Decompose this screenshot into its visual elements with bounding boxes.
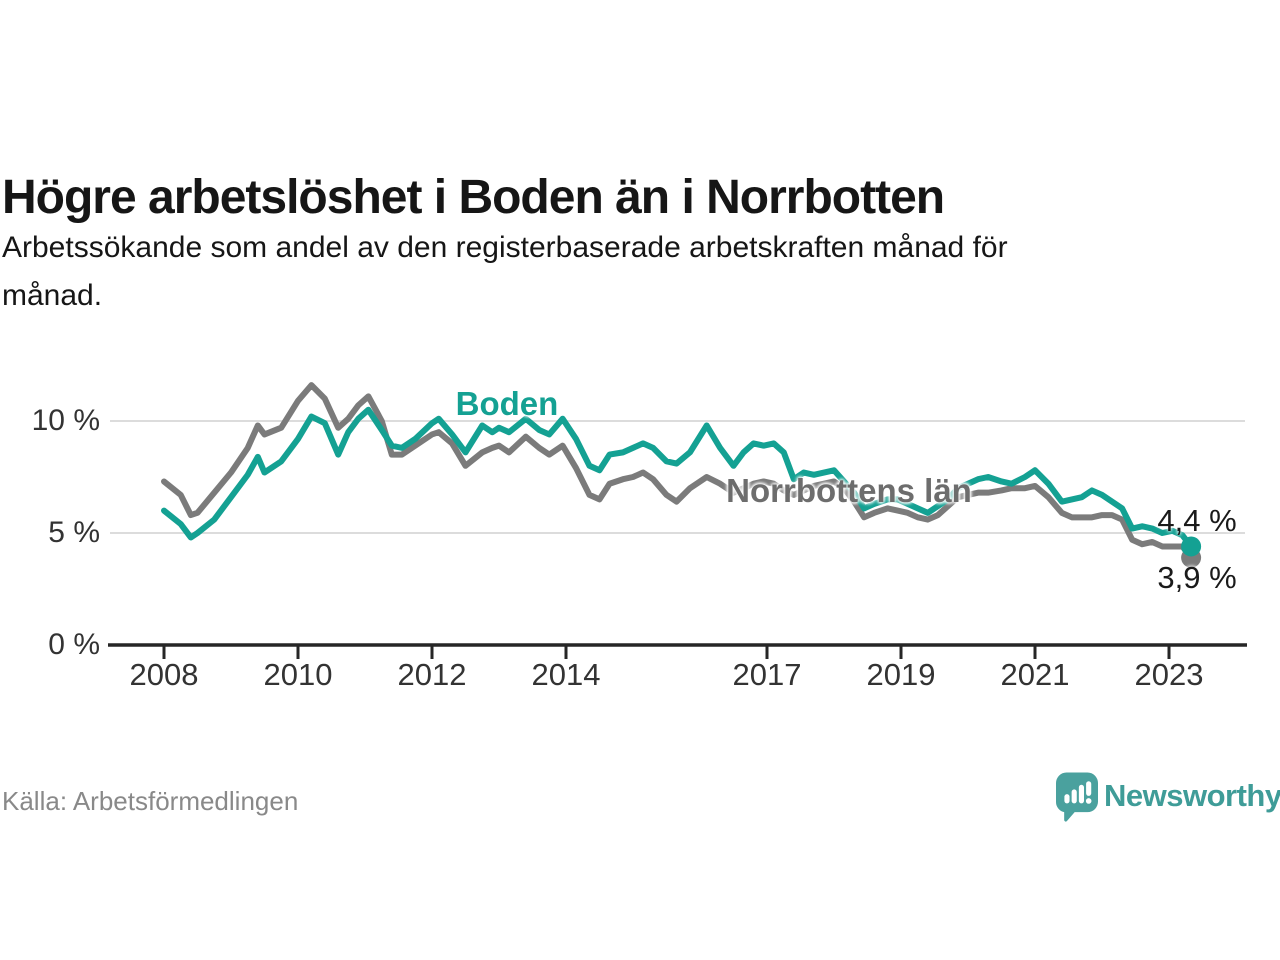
newsworthy-brand: Newsworthy (1050, 770, 1280, 830)
x-tick-label-2021: 2021 (1000, 657, 1070, 692)
series-line-norrbottens-l-n (161, 382, 1195, 561)
source-note: Källa: Arbetsförmedlingen (2, 786, 299, 816)
page-title: Högre arbetslöshet i Boden än i Norrbott… (2, 171, 945, 225)
y-tick-label-5: 5 % (48, 516, 100, 549)
y-tick-label-10: 10 % (31, 404, 100, 437)
subtitle-line-1: Arbetssökande som andel av den registerb… (2, 231, 1008, 264)
newsworthy-wordmark: Newsworthy (1104, 778, 1280, 813)
end-value-label-boden: 4,4 % (1157, 503, 1237, 538)
y-tick-label-0: 0 % (48, 628, 100, 661)
x-tick-label-2014: 2014 (531, 657, 601, 692)
series-label-norrbotten: Norrbottens län (726, 472, 972, 509)
x-tick-label-2019: 2019 (866, 657, 936, 692)
newsworthy-logo-icon (1056, 772, 1098, 822)
chart-subtitle: Arbetssökande som andel av den registerb… (2, 224, 1222, 320)
end-dot-boden (1181, 536, 1202, 557)
x-tick-label-2017: 2017 (732, 657, 802, 692)
bar-chart-glyph (1064, 781, 1092, 804)
speech-bubble-shape (1056, 772, 1098, 822)
series-line-boden (161, 406, 1195, 550)
x-tick-label-2008: 2008 (129, 657, 199, 692)
subtitle-line-2: månad. (2, 279, 103, 312)
x-tick-label-2023: 2023 (1134, 657, 1204, 692)
x-tick-label-2010: 2010 (263, 657, 333, 692)
end-value-label-norrbotten: 3,9 % (1157, 560, 1237, 595)
x-tick-label-2012: 2012 (397, 657, 467, 692)
series-label-boden: Boden (455, 385, 559, 422)
